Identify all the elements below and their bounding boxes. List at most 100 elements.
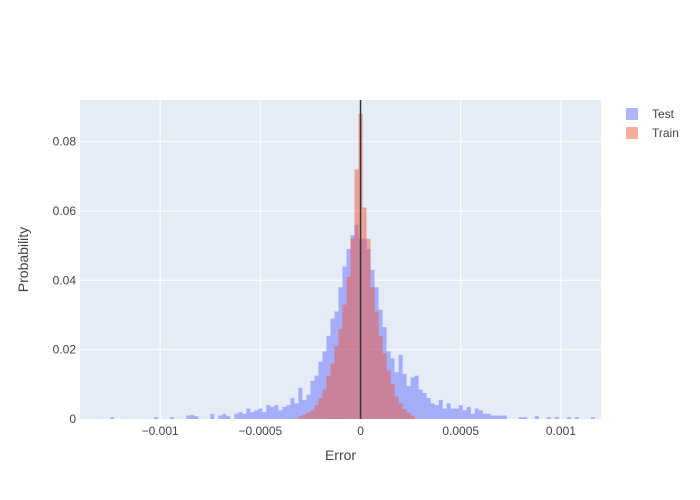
bar-test-23: [286, 405, 291, 419]
bar-test-21: [278, 410, 283, 419]
bar-test-68: [466, 406, 471, 419]
x-axis-title: Error: [325, 447, 356, 463]
bar-test-56: [418, 389, 423, 419]
bar-test-31: [318, 361, 323, 419]
bar-train-24: [394, 396, 399, 419]
bar-test-59: [430, 403, 435, 419]
bar-test-63: [446, 403, 451, 419]
bar-test-17: [262, 412, 267, 419]
bar-test-3: [186, 415, 191, 419]
bar-test-55: [414, 375, 419, 419]
bar-test-66: [458, 405, 463, 419]
bar-train-28: [410, 415, 415, 419]
bar-train-1: [302, 414, 307, 419]
bar-test-70: [474, 408, 479, 419]
bar-test-1: [154, 417, 159, 419]
bar-test-85: [590, 417, 595, 419]
bar-train-18: [370, 287, 375, 419]
bar-test-61: [438, 399, 443, 419]
bar-test-75: [494, 415, 499, 419]
bar-train-23: [390, 384, 395, 419]
bar-test-28: [306, 394, 311, 419]
bar-train-5: [318, 398, 323, 419]
bar-test-80: [534, 416, 539, 419]
bar-test-76: [498, 415, 503, 419]
bar-test-64: [450, 408, 455, 419]
bar-test-18: [266, 405, 271, 419]
bar-train-2: [306, 412, 311, 419]
bar-train-3: [310, 410, 315, 419]
bar-test-13: [246, 408, 251, 419]
bar-train-12: [346, 276, 351, 419]
legend-item-train[interactable]: Train: [626, 126, 679, 140]
bar-train-22: [386, 370, 391, 419]
bar-test-71: [478, 410, 483, 419]
x-tick-label-3: 0.0005: [442, 424, 479, 438]
bar-test-27: [302, 399, 307, 419]
bar-test-67: [462, 410, 467, 419]
bar-test-16: [258, 408, 263, 419]
bar-test-5: [194, 416, 199, 419]
legend-item-test[interactable]: Test: [626, 107, 675, 121]
bar-test-84: [574, 417, 579, 419]
bar-train-20: [378, 335, 383, 419]
bar-test-12: [242, 413, 247, 419]
bar-train-21: [382, 353, 387, 419]
legend-label-test: Test: [652, 107, 675, 121]
bar-train-6: [322, 389, 327, 419]
bar-test-6: [210, 413, 215, 419]
bar-test-58: [426, 398, 431, 419]
bar-test-51: [398, 354, 403, 419]
legend-label-train: Train: [652, 126, 679, 140]
bar-test-20: [274, 405, 279, 419]
bar-train-25: [398, 403, 403, 419]
y-tick-label-2: 0.04: [53, 273, 77, 287]
legend-swatch-test: [626, 108, 638, 120]
bar-test-15: [254, 410, 259, 419]
bar-test-30: [314, 375, 319, 419]
bar-train-4: [314, 405, 319, 419]
bar-test-24: [290, 398, 295, 419]
bar-test-14: [250, 412, 255, 419]
y-tick-label-1: 0.02: [53, 343, 77, 357]
bar-test-2: [170, 417, 175, 419]
legend-swatch-train: [626, 127, 638, 139]
legend: Test Train: [626, 107, 679, 140]
bar-test-69: [470, 413, 475, 419]
bar-train-27: [406, 412, 411, 419]
x-tick-label-4: 0.001: [546, 424, 576, 438]
bar-test-73: [486, 413, 491, 419]
y-tick-label-3: 0.06: [53, 204, 77, 218]
bar-test-9: [226, 416, 231, 419]
bar-test-11: [238, 412, 243, 419]
bar-train-7: [326, 375, 331, 419]
bar-test-25: [294, 403, 299, 419]
bar-test-52: [402, 373, 407, 419]
bar-train-11: [342, 304, 347, 419]
bar-train-10: [338, 328, 343, 419]
bar-train-17: [366, 238, 371, 419]
bar-test-19: [270, 406, 275, 419]
bar-test-60: [434, 405, 439, 419]
x-tick-label-2: 0: [357, 424, 364, 438]
y-tick-label-0: 0: [69, 412, 76, 426]
bar-train-19: [374, 311, 379, 419]
bar-train-26: [402, 409, 407, 419]
bar-train-9: [334, 346, 339, 419]
bar-test-62: [442, 408, 447, 419]
bar-test-10: [234, 413, 239, 419]
bar-test-74: [490, 415, 495, 419]
y-tick-label-4: 0.08: [53, 135, 77, 149]
bar-train-14: [354, 169, 359, 419]
bar-test-57: [422, 392, 427, 419]
bar-test-50: [394, 372, 399, 419]
bar-test-82: [554, 417, 559, 419]
bar-test-0: [110, 417, 115, 419]
bar-test-79: [522, 417, 527, 419]
bar-test-7: [218, 415, 223, 419]
bar-test-22: [282, 406, 287, 419]
x-tick-label-0: −0.001: [142, 424, 179, 438]
bar-test-65: [454, 408, 459, 419]
